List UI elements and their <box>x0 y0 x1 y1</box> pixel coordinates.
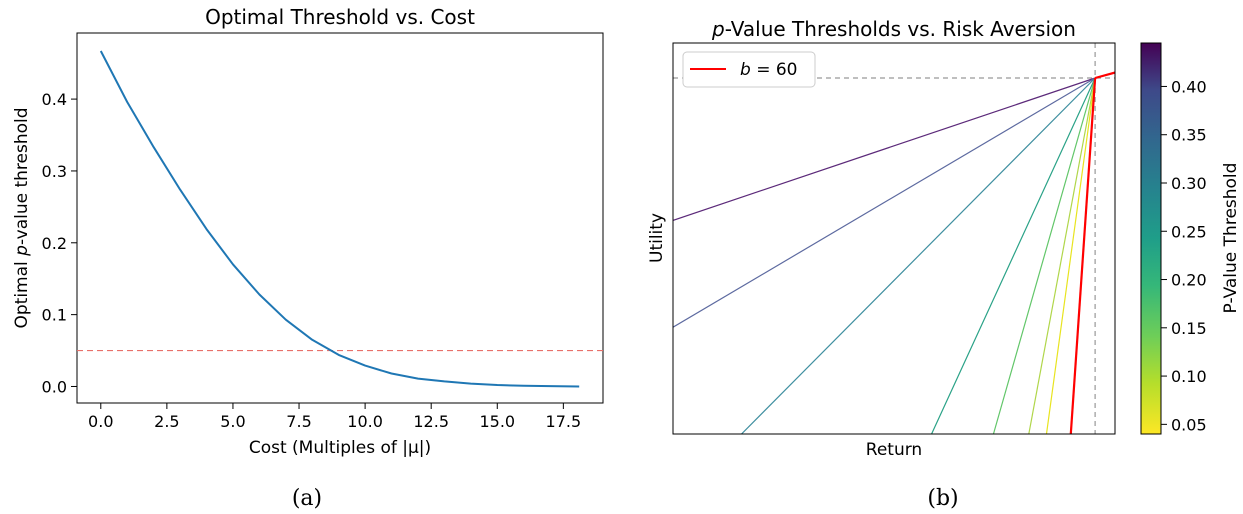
legend-box <box>682 51 816 88</box>
panel-a-plot-area <box>77 50 603 388</box>
panel-a-caption: (a) <box>292 486 322 511</box>
colorbar-tick-label: 0.15 <box>1171 319 1207 338</box>
x-tick-label: 0.0 <box>88 412 113 431</box>
colorbar-frame <box>1140 42 1162 435</box>
y-tick-label: 0.0 <box>42 377 67 396</box>
y-tick-label: 0.4 <box>42 90 67 109</box>
panel-a-title: Optimal Threshold vs. Cost <box>205 5 475 29</box>
panel-b-x-axis-label: Return <box>866 440 922 460</box>
colorbar-tick-label: 0.30 <box>1171 174 1207 193</box>
panel-b-caption: (b) <box>927 486 958 511</box>
panel-b-title: p-Value Thresholds vs. Risk Aversion <box>711 17 1076 41</box>
series-line <box>99 50 580 388</box>
legend-label: b = 60 <box>740 60 797 80</box>
colorbar-tick-label: 0.10 <box>1171 367 1207 386</box>
y-tick-label: 0.2 <box>42 234 67 253</box>
colorbar-tick-label: 0.20 <box>1171 271 1207 290</box>
threshold-line <box>1045 77 1096 434</box>
x-tick-label: 7.5 <box>286 412 311 431</box>
x-tick-label: 2.5 <box>154 412 179 431</box>
threshold-line <box>931 77 1096 434</box>
colorbar-label: P-Value Threshold <box>1221 163 1241 314</box>
panel-a-x-axis-label: Cost (Multiples of |μ|) <box>249 438 431 458</box>
colorbar-tick-label: 0.35 <box>1171 126 1207 145</box>
x-tick-label: 12.5 <box>413 412 449 431</box>
highlight-line <box>1069 77 1097 434</box>
threshold-line <box>741 77 1096 434</box>
colorbar-tick-label: 0.25 <box>1171 222 1207 241</box>
colorbar-ticks: 0.05 0.10 0.15 0.20 0.25 0.30 0.35 0.40 <box>1161 77 1207 434</box>
y-tick-label: 0.3 <box>42 162 67 181</box>
x-tick-label: 5.0 <box>220 412 245 431</box>
panel-a-axes-frame <box>76 32 604 404</box>
threshold-line <box>673 77 1096 221</box>
panel-a-y-axis-label: Optimal p-value threshold <box>12 107 32 328</box>
panel-b-y-axis-label: Utility <box>647 213 667 263</box>
x-tick-label: 10.0 <box>347 412 383 431</box>
panel-b-legend: b = 60 <box>682 51 816 88</box>
panel-a-ticks: 0.0 2.5 5.0 7.5 10.0 12.5 15.0 17.5 0.0 0.1 0.2 0.3… <box>42 90 582 431</box>
colorbar: 0.05 0.10 0.15 0.20 0.25 0.30 0.35 0.40 P-Value… <box>1140 42 1241 435</box>
colorbar-tick-label: 0.05 <box>1171 415 1207 434</box>
threshold-line <box>673 77 1096 328</box>
panel-b: p-Value Thresholds vs. Risk Aversion b =… <box>647 17 1241 511</box>
colorbar-tick-label: 0.40 <box>1171 77 1207 96</box>
y-tick-label: 0.1 <box>42 306 67 325</box>
x-tick-label: 15.0 <box>479 412 515 431</box>
x-tick-label: 17.5 <box>546 412 582 431</box>
threshold-line <box>992 77 1096 434</box>
threshold-line <box>1028 77 1096 434</box>
panel-b-axes-frame <box>672 42 1116 435</box>
panel-a: Optimal Threshold vs. Cost 0.0 2.5 5.0 7.5 1… <box>12 5 604 511</box>
colorbar-gradient <box>1141 43 1161 434</box>
